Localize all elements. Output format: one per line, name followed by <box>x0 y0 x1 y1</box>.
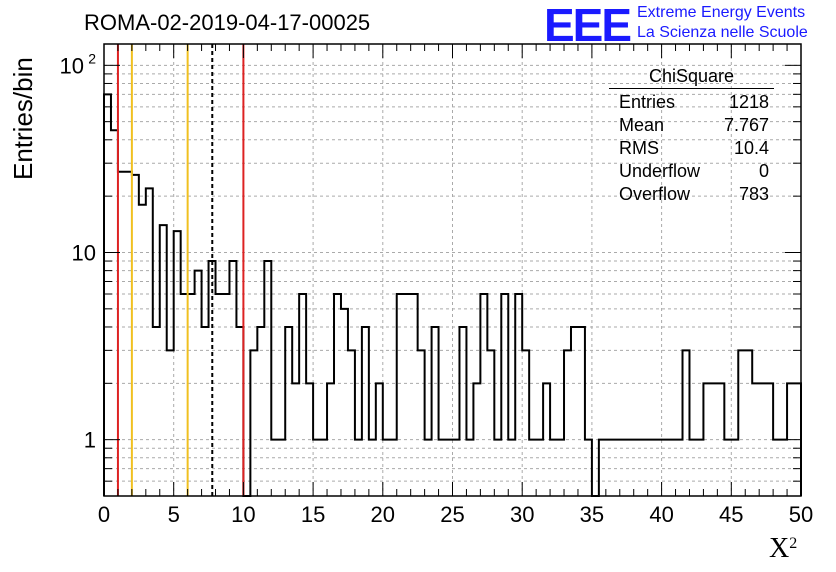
stats-row-rms: RMS 10.4 <box>609 137 774 160</box>
y-tick-label: 10 <box>60 53 84 78</box>
y-tick-label-base: 10 <box>60 53 84 78</box>
y-tick-label: 1 <box>84 428 96 453</box>
stats-row-mean: Mean 7.767 <box>609 114 774 137</box>
logo-caption-line1: Extreme Energy Events <box>637 4 806 21</box>
stats-value: 783 <box>738 184 769 204</box>
x-axis-label: X2 <box>769 533 797 565</box>
stats-row-overflow: Overflow 783 <box>609 183 774 206</box>
x-tick-label: 10 <box>231 502 255 527</box>
stats-row-underflow: Underflow 0 <box>609 160 774 183</box>
x-tick-label: 20 <box>371 502 395 527</box>
stats-label: Entries <box>619 92 676 112</box>
logo-caption: Extreme Energy Events La Scienza nelle S… <box>637 3 808 43</box>
stats-label: RMS <box>619 138 659 158</box>
x-tick-label: 15 <box>301 502 325 527</box>
stats-label: Underflow <box>619 161 701 181</box>
stats-value: 1218 <box>728 92 769 112</box>
x-tick-label: 50 <box>789 502 813 527</box>
eee-logo: EEE <box>544 0 632 51</box>
stats-value: 0 <box>758 161 769 181</box>
stats-value: 10.4 <box>733 138 769 158</box>
x-tick-label: 30 <box>510 502 534 527</box>
x-tick-label: 35 <box>580 502 604 527</box>
stats-label: Mean <box>619 115 665 135</box>
x-tick-label: 45 <box>719 502 743 527</box>
x-tick-label: 0 <box>98 502 110 527</box>
stats-title: ChiSquare <box>609 66 774 89</box>
histogram-series <box>103 93 802 497</box>
x-tick-label: 25 <box>440 502 464 527</box>
x-tick-label: 5 <box>168 502 180 527</box>
stats-label: Overflow <box>619 184 691 204</box>
x-axis-label-sup: 2 <box>789 535 798 552</box>
stats-value: 7.767 <box>723 115 769 135</box>
y-tick-label: 10 <box>72 240 96 265</box>
x-tick-label: 40 <box>649 502 673 527</box>
y-tick-label-exponent: 2 <box>88 50 96 66</box>
stats-box: ChiSquare Entries 1218 Mean 7.767 RMS 10.4 Und… <box>609 66 774 206</box>
logo-caption-line2: La Scienza nelle Scuole <box>637 24 808 41</box>
chart-title: ROMA-02-2019-04-17-00025 <box>84 10 371 35</box>
x-axis-label-text: X <box>769 533 790 564</box>
stats-row-entries: Entries 1218 <box>609 91 774 114</box>
